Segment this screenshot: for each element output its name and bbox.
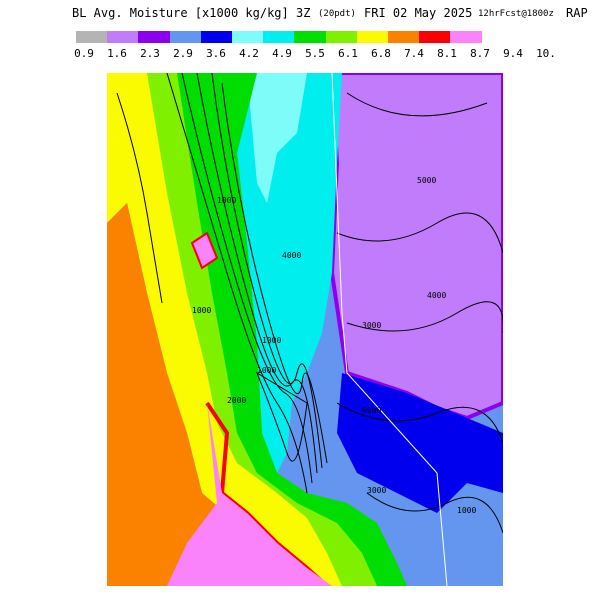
contour-label: 3000 [362,321,381,330]
contour-label: 4000 [427,291,446,300]
contour-label: 3000 [367,486,386,495]
legend-swatch [325,31,358,43]
map-title: BL Avg. Moisture [x1000 kg/kg] 3Z (20pdt… [0,6,611,24]
legend-tick-label: 5.5 [305,47,325,60]
legend-tick-label: 9.4 [503,47,523,60]
contour-lines [116,73,503,534]
legend-swatch [76,31,108,43]
yellow-band [107,73,342,586]
title-model: RAP [566,6,588,20]
legend-tick-label: 0.9 [74,47,94,60]
legend-tick-label: 3.6 [206,47,226,60]
contour-label: 1000 [457,506,476,515]
legend-tick-label: 8.7 [470,47,490,60]
state-borders [331,73,448,586]
title-date: FRI 02 May 2025 [364,6,473,20]
legend-swatch [356,31,389,43]
moisture-map: 1000 4000 1000 3000 1000 1000 2000 5000 4000 6000… [107,73,503,586]
contour-label: 6000 [362,406,381,415]
legend-tick-label: 1.6 [107,47,127,60]
contour-label: 1000 [262,336,281,345]
legend-tick-label: 6.1 [338,47,358,60]
legend-tick-label: 10. [536,47,556,60]
title-variable: BL Avg. Moisture [x1000 kg/kg] 3Z [72,6,311,20]
legend-swatch [200,31,233,43]
legend-tick-label: 2.9 [173,47,193,60]
legend-swatch [263,31,295,43]
legend-swatch [419,31,451,43]
legend-tick-label: 8.1 [437,47,457,60]
legend-swatch [107,31,139,43]
legend-swatch [388,31,420,43]
lime-band [127,73,377,586]
legend-tick-label: 4.9 [272,47,292,60]
legend-swatch [169,31,202,43]
legend-swatch [294,31,327,43]
title-local-time: (20pdt) [318,9,356,19]
title-forecast: 12hrFcst@1800z [478,9,554,19]
contour-label: 1000 [217,196,236,205]
legend-swatch [232,31,264,43]
legend-swatch [450,31,483,43]
dry-region-northeast [332,73,503,418]
contour-label: 2000 [227,396,246,405]
legend-tick-label: 7.4 [404,47,424,60]
contour-label: 4000 [282,251,301,260]
orange-coastal-region [107,203,287,586]
pink-region-southwest [167,503,332,586]
legend-swatch [138,31,171,43]
legend-tick-label: 2.3 [140,47,160,60]
legend-tick-label: 4.2 [239,47,259,60]
contour-label: 1000 [257,366,276,375]
contour-label: 1000 [192,306,211,315]
contour-label: 5000 [417,176,436,185]
legend-tick-label: 6.8 [371,47,391,60]
